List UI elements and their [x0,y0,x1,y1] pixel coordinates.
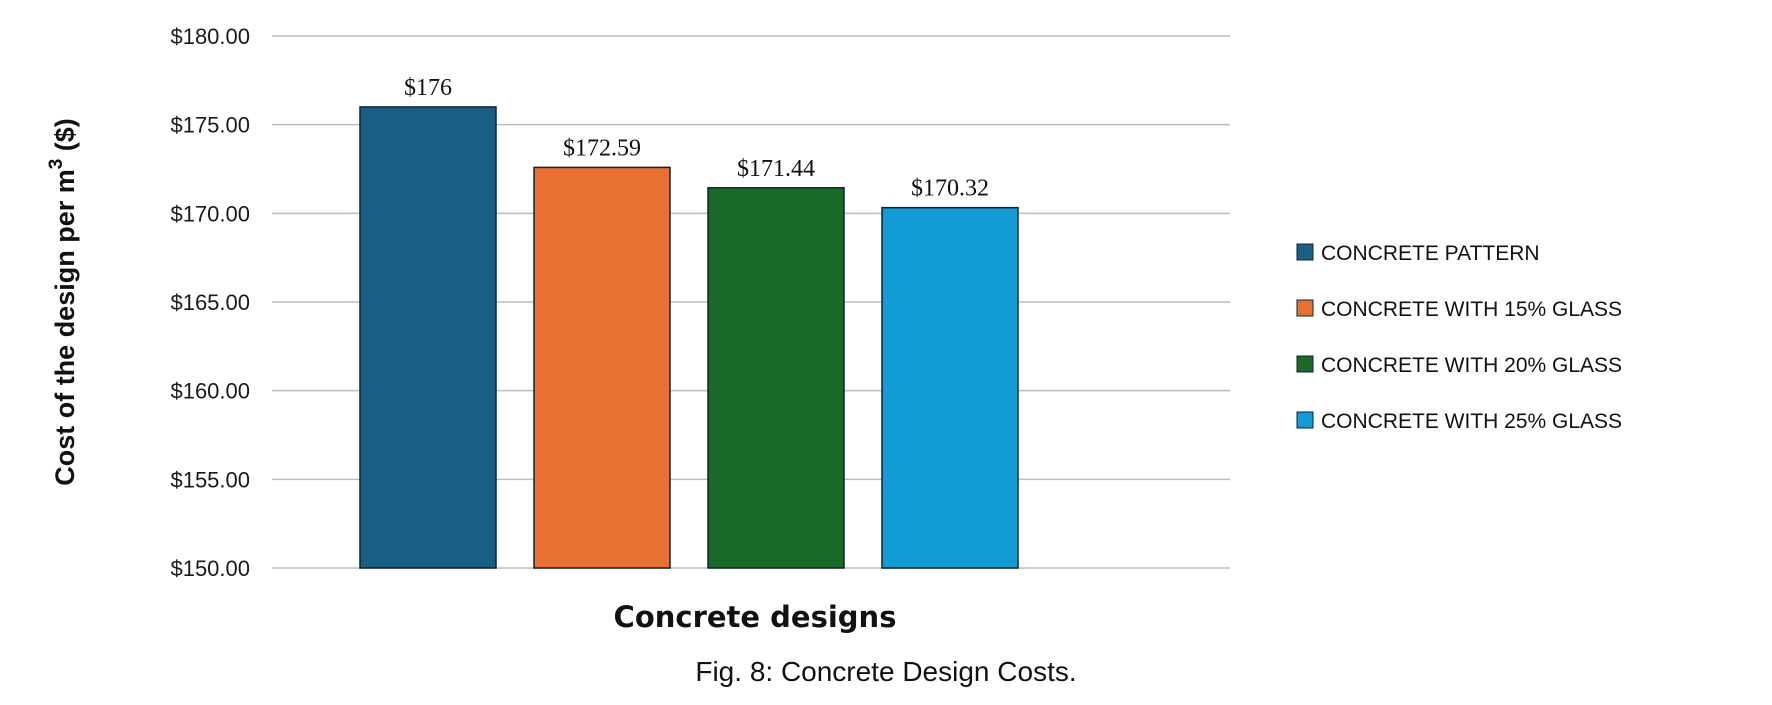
bar [881,206,1019,569]
y-tick-label: $175.00 [170,113,250,138]
bar [533,166,671,569]
bar-value-label: $170.32 [911,176,989,202]
legend-label: CONCRETE WITH 15% GLASS [1321,298,1622,321]
y-axis-label-unit: ($) [50,118,80,159]
y-axis-label-superscript: 3 [46,159,67,170]
figure-caption: Fig. 8: Concrete Design Costs. [695,656,1077,687]
y-tick-label: $150.00 [170,556,250,581]
bar [359,106,497,569]
y-axis-label-text: Cost of the design per m [50,169,80,486]
y-axis-tick-labels: $150.00 $155.00 $160.00 $165.00 $170.00 $175.… [170,24,250,581]
x-axis-label: Concrete designs [614,600,897,634]
y-tick-label: $160.00 [170,379,250,404]
y-tick-label: $180.00 [170,24,250,49]
y-tick-label: $170.00 [170,201,250,226]
legend: CONCRETE PATTERN CONCRETE WITH 15% GLASS C… [1296,242,1622,433]
bar-chart: $150.00 $155.00 $160.00 $165.00 $170.00 $175.… [46,24,1622,634]
bar [707,187,845,569]
legend-swatch [1296,243,1314,261]
bar-value-label: $172.59 [563,135,641,161]
y-axis-label: Cost of the design per m3 ($) [46,118,80,486]
legend-swatch [1296,299,1314,317]
y-tick-label: $165.00 [170,290,250,315]
y-tick-label: $155.00 [170,467,250,492]
legend-label: CONCRETE PATTERN [1321,242,1540,265]
bar-value-label: $176 [404,75,452,101]
bar-value-label: $171.44 [737,156,815,182]
legend-swatch [1296,355,1314,373]
legend-label: CONCRETE WITH 25% GLASS [1321,410,1622,433]
legend-label: CONCRETE WITH 20% GLASS [1321,354,1622,377]
bars [359,106,1019,569]
legend-swatch [1296,411,1314,429]
bar-data-labels: $176 $172.59 $171.44 $170.32 [404,75,989,202]
